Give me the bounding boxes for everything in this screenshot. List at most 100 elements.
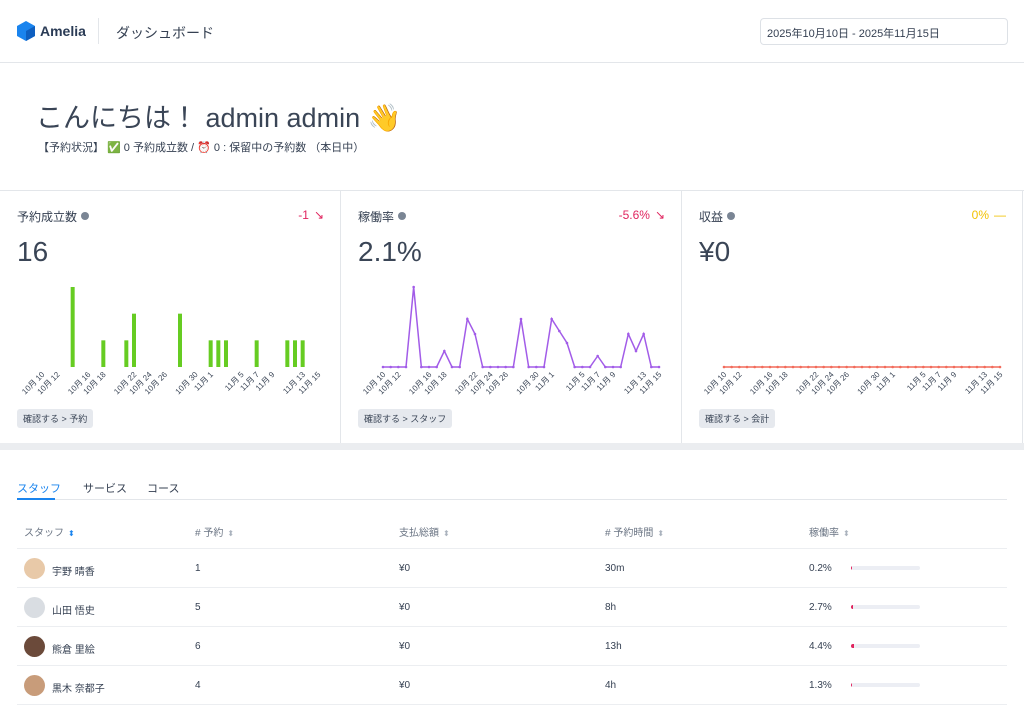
tab[interactable]: サービス [83,483,127,495]
bar [101,340,106,367]
sort-icon: ⬍ [68,529,75,538]
card-value: 16 [17,236,49,267]
line [383,286,659,368]
point [906,365,910,369]
card-link[interactable]: 確認する > 予約 [17,409,94,428]
point [791,365,795,369]
point [830,365,833,369]
page-title: ダッシュボード [116,25,214,41]
tab[interactable]: スタッフ [17,483,61,495]
column-title: # 予約 [195,528,224,539]
point [535,365,538,369]
bar [132,313,136,367]
divider [0,443,1024,450]
point [389,365,392,369]
tab[interactable]: コース [147,483,180,495]
cell: 13h [605,641,622,652]
point [899,365,902,369]
cell: 黒木 奈都子 [52,684,105,695]
header: Amelia ダッシュボード 2025年10月10日 - 2025年11月15日 [0,0,1024,63]
point [481,365,484,369]
column-header[interactable]: # 予約 ⬍ [195,524,234,539]
column-header[interactable]: 支払総額 ⬍ [399,524,450,539]
column-title: # 予約時間 [605,528,654,539]
card-value: 2.1% [358,236,422,267]
cell: 熊倉 里絵 [52,645,95,656]
point [730,365,733,369]
separator [98,18,99,44]
card-link[interactable]: 確認する > スタッフ [358,409,453,428]
point [642,332,645,336]
point [596,354,599,358]
point [868,365,871,369]
point [822,365,825,369]
trend-icon: — [994,208,1006,222]
point [960,365,963,369]
bar [124,340,129,367]
point [891,365,894,369]
point [634,349,638,353]
point [519,317,523,321]
column-header[interactable]: スタッフ ⬍ [24,524,75,539]
point [975,365,979,369]
trend-icon: ↘ [654,208,665,222]
logo [17,21,35,41]
point [450,365,454,369]
point [776,365,779,369]
progress-fill [851,605,853,609]
point [853,365,856,369]
point [504,365,507,369]
point [998,365,1002,369]
card-link[interactable]: 確認する > 会計 [699,409,776,428]
column-header[interactable]: # 予約時間 ⬍ [605,524,664,539]
point [722,365,726,369]
column-title: 稼働率 [809,528,839,539]
point [657,365,661,369]
point [581,365,584,369]
point [565,341,569,345]
column-title: スタッフ [24,528,64,539]
bar [300,340,305,367]
point [753,365,756,369]
point [650,365,653,369]
help-icon [727,212,736,220]
point [837,365,841,369]
point [883,365,887,369]
table: スタッフ ⬍ # 予約 ⬍ 支払総額 ⬍ # 予約時間 ⬍ 稼働率 ⬍ 宇野 晴香 1 ¥0 30m 0.2… [17,510,1007,705]
card: 予約成立数 -1 ↘ 16 確認する > 予約 10月 10 10月 12 10月 16 10月… [0,191,341,444]
change-text: -5.6% [618,208,650,222]
point [968,365,971,369]
point [922,365,925,369]
card-value: ¥0 [699,236,731,267]
table-header: スタッフ ⬍ # 予約 ⬍ 支払総額 ⬍ # 予約時間 ⬍ 稼働率 ⬍ [17,510,1007,549]
table-row: 宇野 晴香 1 ¥0 30m 0.2% [17,549,1007,588]
point [761,365,764,369]
brand: Amelia [40,23,86,39]
point [619,365,622,369]
column-header[interactable]: 稼働率 ⬍ [809,524,850,539]
point [860,365,864,369]
point [952,365,956,369]
point [845,365,848,369]
cell: 4 [195,680,201,691]
avatar [24,636,45,657]
change-text: -1 [298,208,309,222]
point [814,365,818,369]
point [627,332,630,336]
point [983,365,986,369]
cell: ¥0 [399,563,411,574]
cell: 6 [195,641,201,652]
progress [851,566,920,570]
avatar [24,597,45,618]
sort-icon: ⬍ [443,529,450,538]
point [937,365,940,369]
card: 収益 0% — ¥0 確認する > 会計 10月 10 10月 12 10月 16 10月 18… [682,191,1023,444]
point [427,365,431,369]
point [527,365,530,369]
cell: 0.2% [809,563,832,574]
date-range[interactable]: 2025年10月10日 - 2025年11月15日 [760,18,1008,45]
progress [851,683,920,687]
cell: 宇野 晴香 [52,567,95,578]
